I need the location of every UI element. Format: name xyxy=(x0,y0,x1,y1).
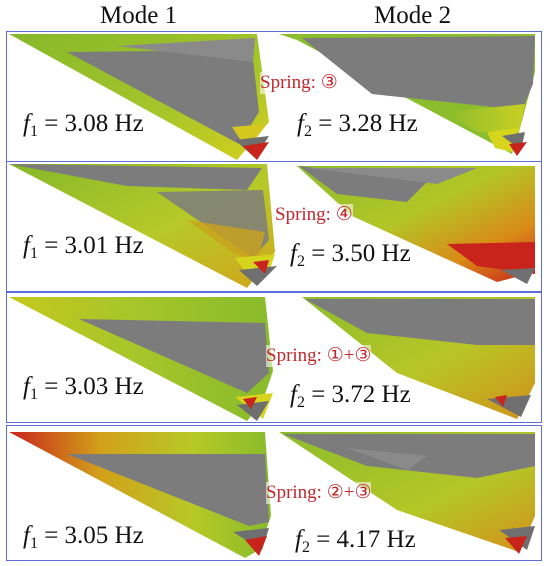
mode-1-frequency-label: f1 = 3.08 Hz xyxy=(23,110,144,140)
spring-label: Spring: ④ xyxy=(275,204,353,226)
mode-panel-3: f1 = 3.03 Hz f2 = 3.72 Hz Spring: ①+③ xyxy=(6,292,542,423)
column-header-mode-1: Mode 1 xyxy=(100,2,178,29)
spring-label: Spring: ③ xyxy=(260,72,338,94)
mode-2-frequency-label: f2 = 3.72 Hz xyxy=(290,381,411,411)
spring-label: Spring: ②+③ xyxy=(266,482,372,504)
mode-shape-figure-1 xyxy=(9,34,535,160)
mode-panel-4: f1 = 3.05 Hz f2 = 4.17 Hz Spring: ②+③ xyxy=(6,425,542,561)
mode-1-frequency-label: f1 = 3.05 Hz xyxy=(23,522,144,552)
mode-1-frequency-label: f1 = 3.01 Hz xyxy=(23,232,144,262)
spring-label: Spring: ①+③ xyxy=(266,345,372,367)
mode-shape-figure-2 xyxy=(9,164,535,288)
column-header-mode-2: Mode 2 xyxy=(374,2,452,29)
mode-2-frequency-label: f2 = 3.28 Hz xyxy=(297,110,418,140)
mode-shape-figure-3 xyxy=(9,297,535,421)
mode-2-frequency-label: f2 = 4.17 Hz xyxy=(295,526,416,556)
mode-shape-figure-4 xyxy=(9,432,535,558)
mode-panel-2: f1 = 3.01 Hz f2 = 3.50 Hz Spring: ④ xyxy=(6,161,542,292)
mode-1-frequency-label: f1 = 3.03 Hz xyxy=(23,373,144,403)
mode-2-frequency-label: f2 = 3.50 Hz xyxy=(290,240,411,270)
mode-panel-1: f1 = 3.08 Hz f2 = 3.28 Hz Spring: ③ xyxy=(6,31,542,162)
